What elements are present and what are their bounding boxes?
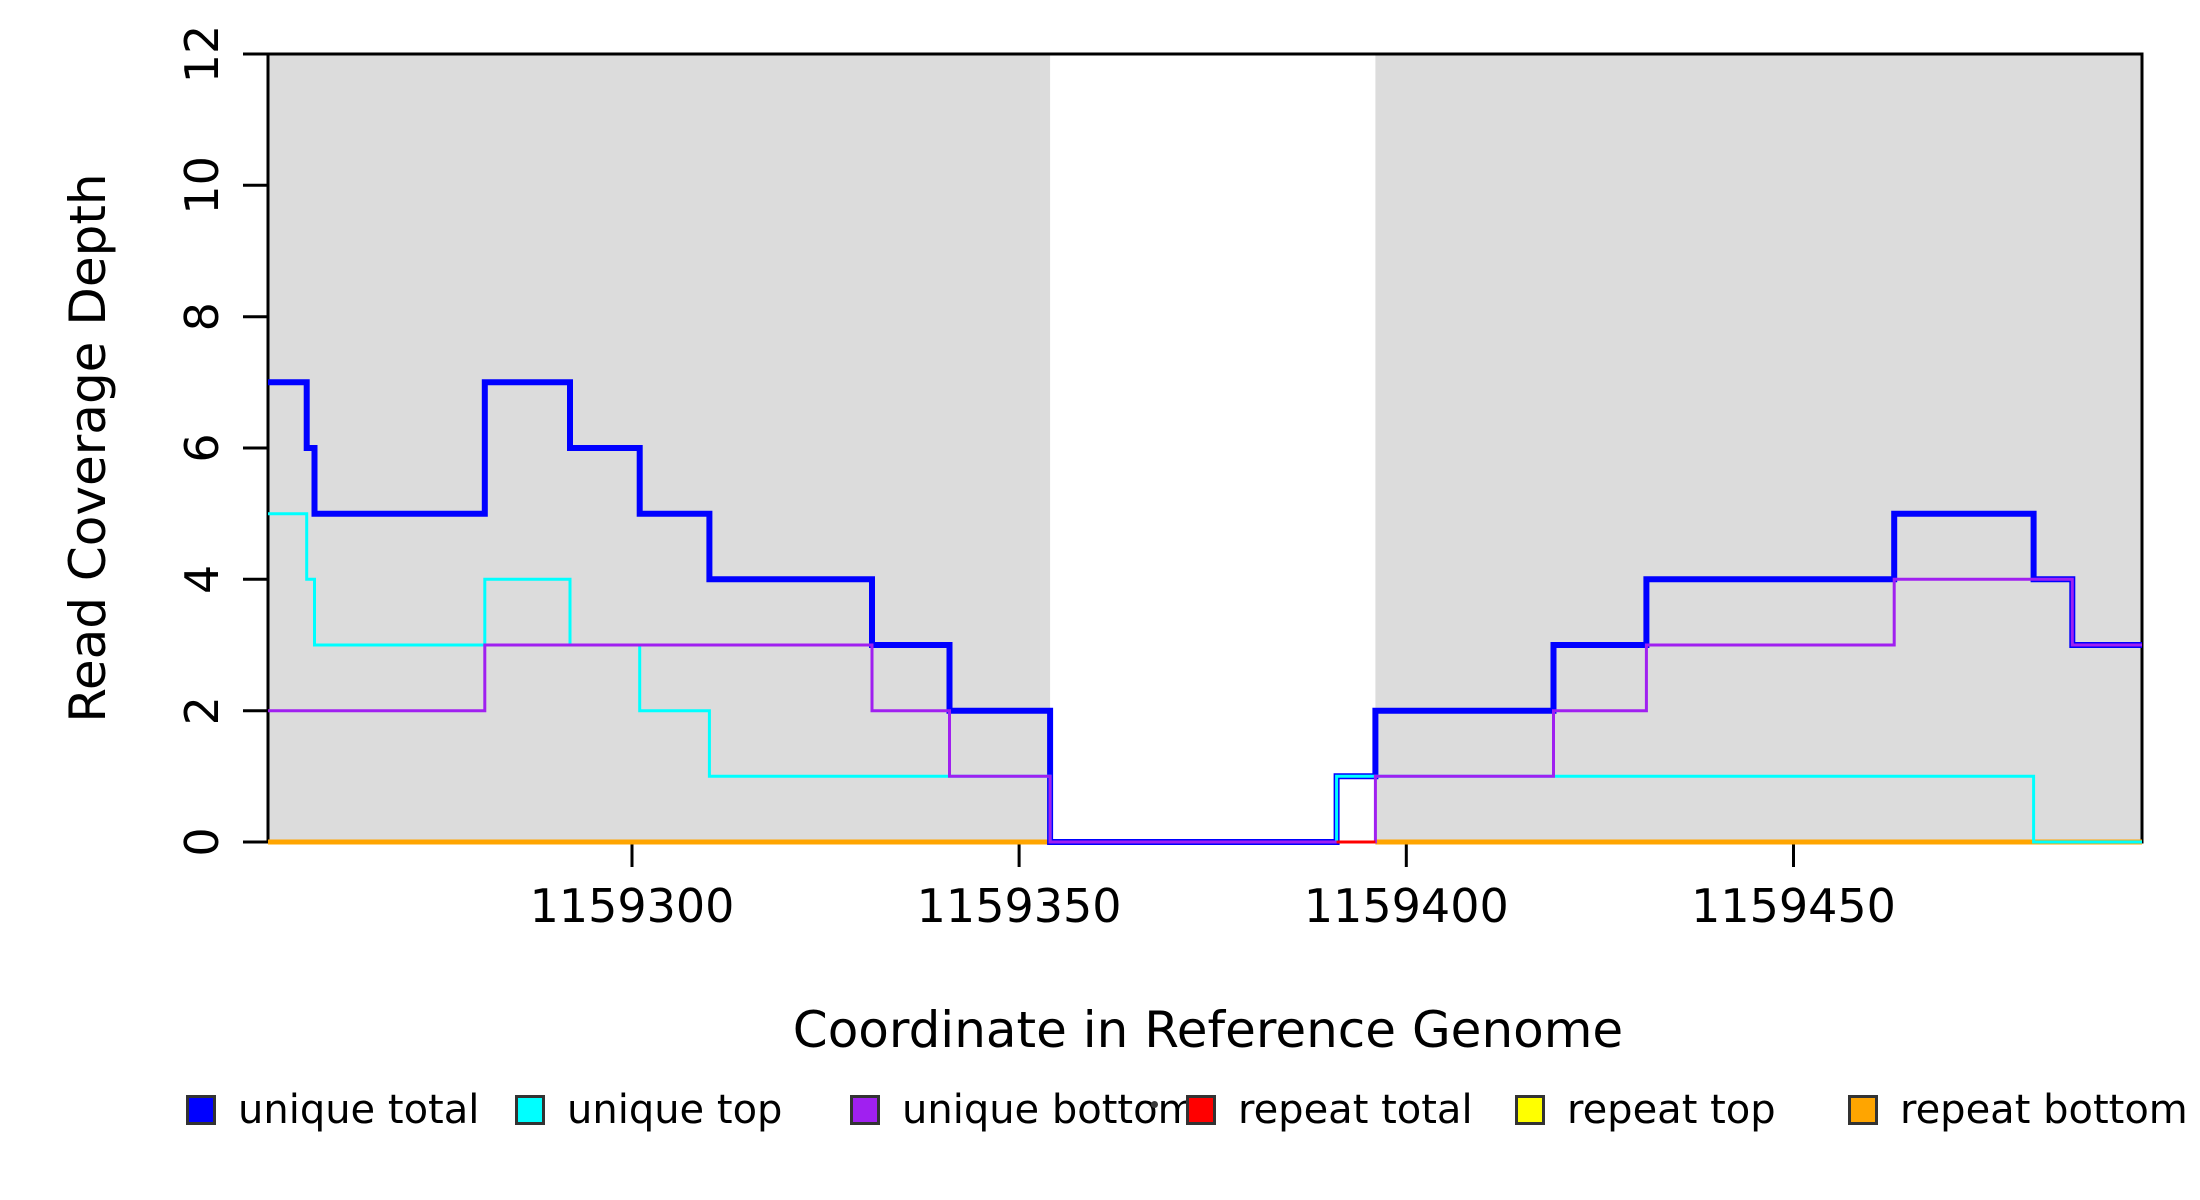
legend-label: unique total [238,1087,480,1133]
legend-swatch-repeat-total [1186,1095,1216,1125]
legend-item-repeat-total: repeat total [1186,1087,1473,1133]
y-tick-label: 2 [175,696,229,725]
plot-background-region [268,54,1051,842]
legend-item-unique-bottom: unique bottom [850,1087,1197,1133]
legend-label: repeat top [1567,1087,1776,1133]
legend-item-unique-total: unique total [186,1087,479,1133]
plot-background-region [1375,54,2142,842]
x-tick-label: 1159300 [530,879,735,933]
y-tick-label: 8 [175,302,229,331]
y-tick-label: 6 [175,433,229,462]
y-axis-title: Read Coverage Depth [59,173,117,723]
legend-swatch-unique-total [186,1095,216,1125]
y-tick-label: 4 [175,565,229,594]
y-tick-label: 0 [175,827,229,856]
legend-item-repeat-top: repeat top [1515,1087,1776,1133]
x-tick-label: 1159400 [1304,879,1509,933]
x-tick-label: 1159450 [1691,879,1896,933]
series-line-unique-top [268,512,2142,844]
x-axis-title: Coordinate in Reference Genome [792,1001,1624,1059]
y-tick-label: 12 [175,25,229,84]
legend-swatch-unique-bottom [850,1095,880,1125]
legend-swatch-repeat-bottom [1848,1095,1878,1125]
legend-label: repeat bottom [1900,1087,2188,1133]
y-tick-label: 10 [175,156,229,215]
legend-label: unique top [567,1087,783,1133]
legend-item-repeat-bottom: repeat bottom [1848,1087,2188,1133]
x-tick-label: 1159350 [917,879,1122,933]
series-line-unique-total [268,379,2142,845]
series-line-unique-bottom [268,577,2142,844]
legend-label: unique bottom [902,1087,1197,1133]
legend-swatch-unique-top [515,1095,545,1125]
legend-label: repeat total [1238,1087,1473,1133]
legend-item-unique-top: unique top [515,1087,782,1133]
stray-dot [1151,1101,1158,1108]
legend-swatch-repeat-top [1515,1095,1545,1125]
